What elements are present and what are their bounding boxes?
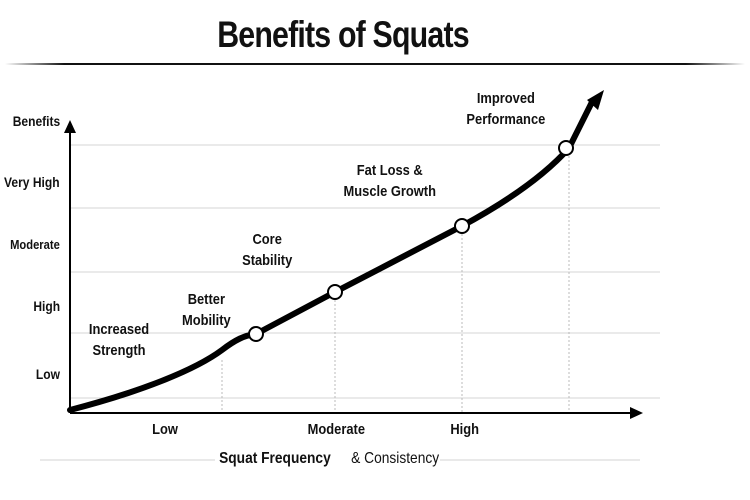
curve-arrow-icon: [587, 90, 604, 110]
annotation-better-mobility: Better Mobility: [181, 291, 231, 329]
x-axis-title: Squat Frequency & Consistency: [218, 450, 440, 467]
title-divider: [5, 63, 745, 65]
benefit-curve: [67, 99, 595, 413]
marker-fat-loss: [454, 218, 470, 234]
marker-better-mobility: [248, 326, 264, 342]
x-tick-moderate: Moderate: [307, 421, 366, 438]
annotation-improved-performance: Improved Performance: [466, 90, 546, 128]
x-axis-arrow-icon: [630, 407, 643, 419]
x-tick-high: High: [450, 421, 479, 438]
y-tick-very-high: Very High: [4, 174, 60, 190]
annotation-core-stability: Core Stability: [242, 231, 293, 269]
chart-title: Benefits of Squats: [217, 14, 469, 55]
y-axis-title: Benefits: [12, 113, 60, 129]
x-tick-low: Low: [152, 421, 178, 438]
y-tick-moderate: Moderate: [10, 237, 60, 252]
y-axis-arrow-icon: [64, 120, 76, 133]
annotation-fat-loss: Fat Loss & Muscle Growth: [343, 162, 436, 200]
data-markers: [248, 140, 574, 342]
marker-core-stability: [327, 284, 343, 300]
drop-lines: [221, 148, 570, 412]
y-tick-low: Low: [35, 366, 60, 382]
annotation-increased-strength: Increased Strength: [88, 321, 150, 359]
marker-improved-performance: [558, 140, 574, 156]
y-tick-high: High: [33, 298, 60, 314]
